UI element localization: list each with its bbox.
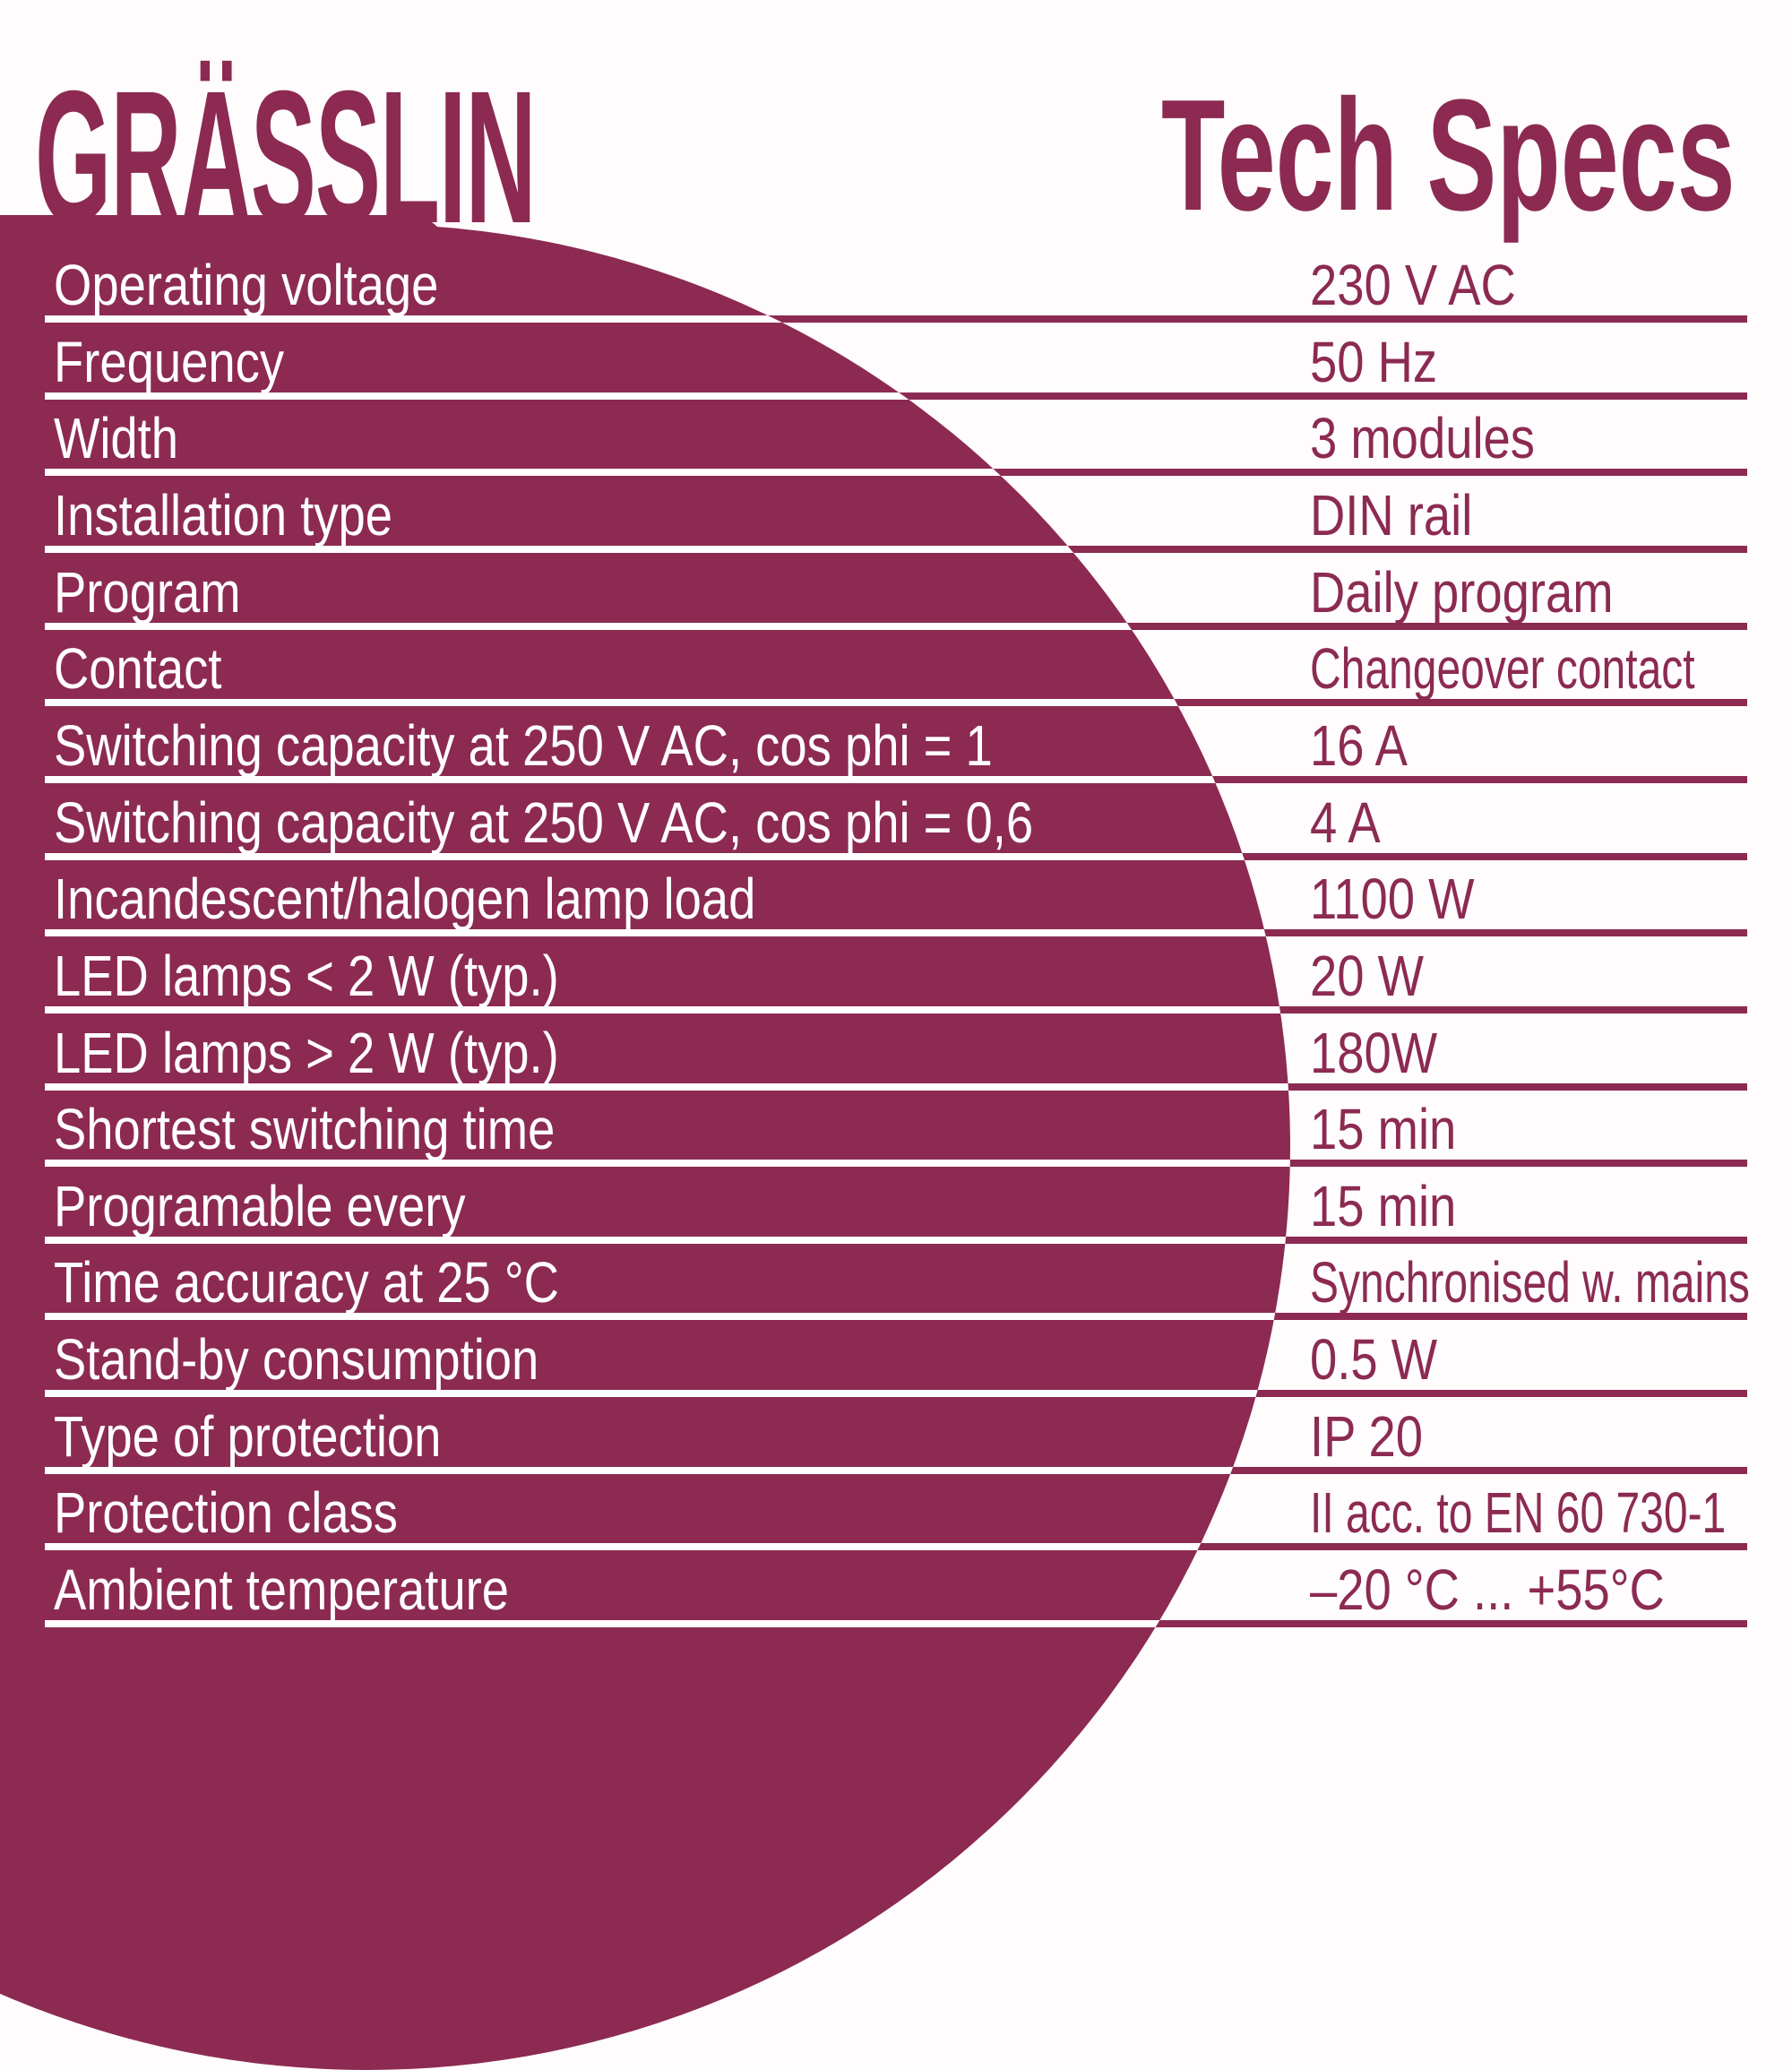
tech-specs-sheet: GRÄSSLIN Tech Specs Operating voltage 23… [0, 62, 1765, 2070]
spec-row: Time accuracy at 25 °C Synchronised w. m… [54, 1250, 1765, 1311]
spec-label: Installation type [54, 482, 393, 548]
row-separator-line [45, 1082, 1290, 1091]
spec-value: 1100 W [1310, 867, 1475, 932]
row-separator-line [45, 852, 1290, 860]
spec-row: Contact Changeover contact [54, 636, 1765, 697]
spec-row: Installation type DIN rail [54, 483, 1765, 544]
row-separator-line [45, 315, 1290, 323]
spec-label: Frequency [54, 329, 285, 394]
row-separator-line [45, 1390, 1290, 1398]
row-separator-line [45, 1620, 1290, 1628]
spec-label: Contact [54, 636, 222, 702]
page-title: Tech Specs [1161, 66, 1736, 244]
spec-label: LED lamps > 2 W (typ.) [54, 1020, 559, 1085]
spec-label: Switching capacity at 250 V AC, cos phi … [54, 789, 1034, 855]
spec-value: II acc. to EN 60 730-1 [1310, 1480, 1727, 1546]
spec-label: Programable every [54, 1173, 466, 1238]
spec-value: 20 W [1310, 943, 1424, 1008]
row-separator-line [45, 392, 1290, 400]
row-separator-line [45, 469, 1290, 477]
spec-value: Daily program [1310, 559, 1614, 625]
spec-value: –20 °C ... +55°C [1310, 1557, 1665, 1623]
spec-value: 15 min [1310, 1097, 1457, 1162]
spec-label: Operating voltage [54, 253, 439, 317]
row-separator-line [45, 545, 1290, 553]
spec-value: IP 20 [1310, 1403, 1424, 1469]
row-separator-line [45, 1466, 1290, 1474]
row-separator-line [45, 622, 1290, 630]
row-separator-line [45, 1236, 1290, 1244]
row-separator-line [45, 1313, 1290, 1321]
spec-row: LED lamps < 2 W (typ.) 20 W [54, 944, 1765, 1005]
spec-value: 0.5 W [1310, 1327, 1438, 1393]
spec-value: 230 V AC [1310, 253, 1516, 317]
spec-label: Incandescent/halogen lamp load [54, 867, 756, 932]
spec-row: Programable every 15 min [54, 1174, 1765, 1235]
spec-value: Changeover contact [1310, 636, 1695, 702]
spec-value: Synchronised w. mains [1310, 1250, 1750, 1315]
spec-value: 15 min [1310, 1173, 1457, 1238]
spec-label: Width [54, 406, 179, 471]
spec-value: 180W [1310, 1020, 1438, 1085]
row-separator-line [45, 699, 1290, 707]
spec-row: LED lamps > 2 W (typ.) 180W [54, 1021, 1765, 1082]
spec-row: Type of protection IP 20 [54, 1404, 1765, 1465]
row-separator-line [45, 1005, 1290, 1013]
row-separator-line [45, 775, 1290, 783]
spec-label: Program [54, 559, 241, 625]
spec-label: Switching capacity at 250 V AC, cos phi … [54, 712, 993, 778]
spec-value: 3 modules [1310, 406, 1535, 471]
spec-row: Shortest switching time 15 min [54, 1097, 1765, 1158]
spec-row: Switching capacity at 250 V AC, cos phi … [54, 713, 1765, 774]
spec-label: Stand-by consumption [54, 1327, 539, 1393]
row-separator-line [45, 1543, 1290, 1551]
spec-label: Protection class [54, 1480, 398, 1546]
spec-value: 16 A [1310, 712, 1408, 778]
spec-row: Width 3 modules [54, 406, 1765, 467]
spec-label: LED lamps < 2 W (typ.) [54, 943, 559, 1008]
spec-label: Ambient temperature [54, 1557, 509, 1623]
spec-value: 50 Hz [1310, 329, 1438, 394]
spec-value: DIN rail [1310, 482, 1473, 548]
row-separator-line [45, 929, 1290, 937]
spec-row: Protection class II acc. to EN 60 730-1 [54, 1480, 1765, 1541]
spec-value: 4 A [1310, 789, 1381, 855]
row-separator-line [45, 1160, 1290, 1168]
spec-label: Shortest switching time [54, 1097, 556, 1162]
separator-lines-white-layer [45, 315, 1290, 1628]
spec-row: Incandescent/halogen lamp load 1100 W [54, 867, 1765, 927]
spec-row: Operating voltage 230 V AC [54, 253, 1765, 314]
spec-label: Type of protection [54, 1403, 442, 1469]
spec-row: Switching capacity at 250 V AC, cos phi … [54, 790, 1765, 851]
spec-row: Program Daily program [54, 560, 1765, 621]
row-separator-line [45, 315, 1747, 323]
spec-row: Stand-by consumption 0.5 W [54, 1327, 1765, 1388]
spec-label: Time accuracy at 25 °C [54, 1250, 559, 1315]
spec-row: Ambient temperature –20 °C ... +55°C [54, 1557, 1765, 1618]
spec-row: Frequency 50 Hz [54, 330, 1765, 391]
